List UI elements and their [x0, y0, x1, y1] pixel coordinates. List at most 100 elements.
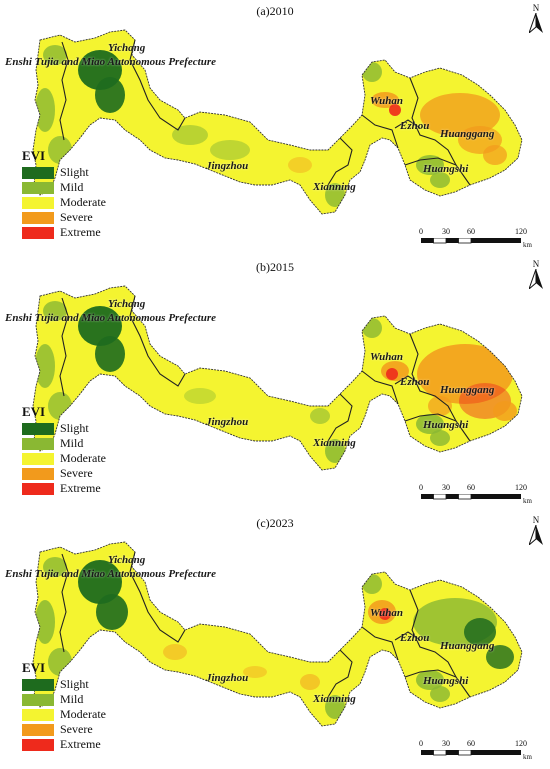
admin-boundary	[327, 137, 353, 186]
admin-boundary	[59, 553, 69, 653]
scale-tick-60: 60	[467, 483, 475, 492]
evi-legend: EVI Slight Mild Moderate Severe Extreme	[22, 404, 106, 496]
legend-swatch	[22, 452, 54, 465]
label-xianning: Xianning	[313, 437, 356, 449]
scale-tick-0: 0	[419, 739, 423, 748]
legend-item: Slight	[22, 165, 106, 180]
region-base-fill	[33, 286, 522, 470]
evi-patch	[464, 618, 496, 646]
legend-swatch	[22, 422, 54, 435]
legend-swatch	[22, 226, 54, 239]
north-arrow: N	[527, 515, 543, 550]
label-huanggang: Huanggang	[440, 384, 495, 396]
evi-patch	[386, 368, 398, 380]
evi-patch	[379, 608, 391, 620]
legend-swatch	[22, 211, 54, 224]
admin-boundary	[404, 413, 457, 422]
evi-patch	[362, 318, 382, 338]
label-yichang: Yichang	[108, 298, 146, 310]
evi-patch	[78, 306, 122, 346]
label-huangshi: Huangshi	[423, 675, 469, 687]
scale-tick-30: 30	[442, 227, 450, 236]
label-jingzhou: Jingzhou	[206, 160, 249, 172]
map-panel-0: (a)2010 Yichang Enshi Tujia and Miao Aut…	[0, 0, 550, 256]
evi-patch	[243, 666, 267, 678]
label-ezhou: Ezhou	[400, 120, 430, 132]
north-label: N	[532, 259, 540, 269]
evi-patch	[362, 574, 382, 594]
admin-boundary	[394, 119, 421, 129]
legend-item: Extreme	[22, 481, 106, 496]
evi-patch	[325, 439, 345, 463]
north-arrow-icon	[527, 524, 543, 547]
evi-patch	[78, 560, 122, 604]
label-ezhou: Ezhou	[400, 376, 430, 388]
admin-boundary	[327, 649, 353, 698]
north-arrow: N	[527, 3, 543, 38]
evi-patch	[184, 388, 216, 404]
evi-patch	[95, 77, 125, 113]
legend-swatch	[22, 723, 54, 736]
admin-boundary	[409, 77, 471, 186]
legend-item: Slight	[22, 421, 106, 436]
admin-boundary	[59, 297, 69, 397]
label-wuhan: Wuhan	[370, 351, 404, 363]
legend-title: EVI	[22, 148, 46, 163]
legend-swatch	[22, 467, 54, 480]
admin-boundary	[404, 157, 457, 166]
legend-label: Moderate	[60, 195, 106, 209]
study-area-map	[32, 285, 523, 471]
legend-label: Severe	[60, 210, 93, 224]
label-xianning: Xianning	[313, 181, 356, 193]
evi-patch	[416, 670, 444, 690]
legend-label: Severe	[60, 722, 93, 736]
study-area-map	[32, 541, 523, 727]
admin-boundary	[361, 370, 399, 405]
label-jingzhou: Jingzhou	[206, 416, 249, 428]
scale-tick-0: 0	[419, 227, 423, 236]
admin-boundary	[361, 114, 399, 149]
north-label: N	[532, 515, 540, 525]
legend-item: Mild	[22, 692, 106, 707]
legend-label: Mild	[60, 692, 84, 706]
panel-title: (a)2010	[256, 4, 294, 18]
legend-item: Moderate	[22, 195, 106, 210]
legend-swatch	[22, 693, 54, 706]
evi-patch	[43, 301, 67, 321]
scale-bar: 0 30 60 120 km	[419, 227, 532, 249]
legend-swatch	[22, 708, 54, 721]
admin-boundary	[59, 41, 69, 141]
scale-tick-120: 120	[515, 739, 527, 748]
legend-label: Mild	[60, 436, 84, 450]
scale-bar-graphic	[421, 750, 521, 756]
legend-label: Slight	[60, 677, 89, 691]
evi-patch	[371, 92, 399, 108]
scale-tick-30: 30	[442, 483, 450, 492]
evi-patch	[417, 344, 513, 404]
north-arrow-icon	[527, 268, 543, 291]
label-huanggang: Huanggang	[440, 640, 495, 652]
scale-unit: km	[523, 241, 532, 249]
label-ezhou: Ezhou	[400, 632, 430, 644]
evi-patch	[300, 674, 320, 690]
region-outline	[32, 285, 523, 471]
evi-patch	[35, 600, 55, 644]
legend-label: Slight	[60, 421, 89, 435]
legend-item: Severe	[22, 722, 106, 737]
legend-swatch	[22, 678, 54, 691]
legend-swatch	[22, 196, 54, 209]
label-huanggang: Huanggang	[440, 128, 495, 140]
legend-label: Extreme	[60, 225, 101, 239]
admin-boundary	[409, 589, 471, 698]
legend-item: Severe	[22, 466, 106, 481]
north-label: N	[532, 3, 540, 13]
region-outline	[32, 29, 523, 215]
study-area-map	[32, 29, 523, 215]
label-yichang: Yichang	[108, 42, 146, 54]
region-outline	[32, 541, 523, 727]
label-huangshi: Huangshi	[423, 419, 469, 431]
evi-patch	[430, 430, 450, 446]
evi-patch	[493, 401, 517, 421]
evi-patch	[35, 344, 55, 388]
label-enshi: Enshi Tujia and Miao Autonomous Prefectu…	[5, 568, 216, 580]
